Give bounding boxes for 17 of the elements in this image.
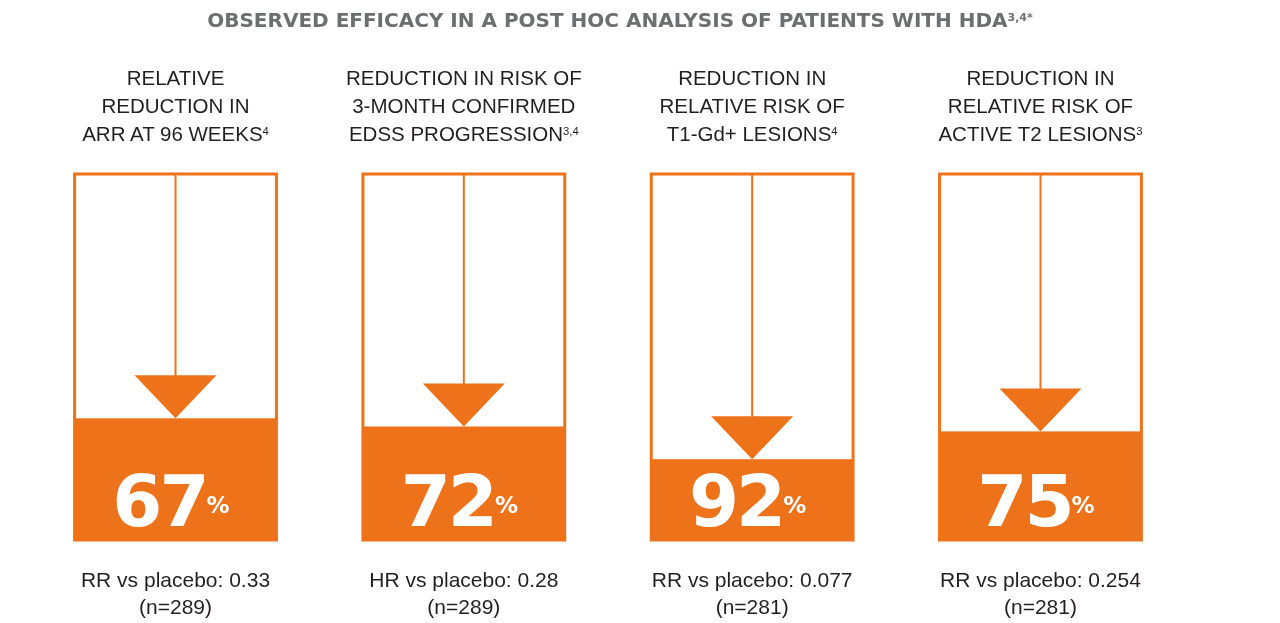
text: (n=281)	[1004, 595, 1077, 618]
text: RR vs placebo: 0.33	[80, 568, 271, 591]
data-label: 67$^{%}$	[112, 459, 230, 543]
category-label: REDUCTION IN RELATIVE RISK OF ACTIVE T2 LESIONS$^{3}$	[938, 66, 1143, 145]
data-label: 75$^{%}$	[977, 459, 1095, 543]
text: (n=281)	[715, 595, 789, 618]
data-label: 92$^{%}$	[689, 459, 807, 543]
category-label: RELATIVE REDUCTION IN ARR AT 96 WEEKS$^{4}$	[82, 66, 269, 145]
text: RR vs placebo: 0.077	[651, 568, 853, 591]
text: (n=289)	[139, 595, 212, 618]
text: (n=289)	[427, 595, 501, 618]
text: RR vs placebo: 0.254	[940, 568, 1142, 591]
category-label: REDUCTION IN RISK OF 3-MONTH CONFIRMED EDSS PROGRESSION$^{3,4}$	[345, 66, 582, 145]
category-label: REDUCTION IN RELATIVE RISK OF T1-Gd+ LESIONS$^{4}$	[659, 66, 845, 145]
text: HR vs placebo: 0.28	[369, 568, 559, 591]
data-label: 72$^{%}$	[400, 459, 518, 543]
text: OBSERVED EFFICACY IN A POST HOC ANALYSIS OF PATIENTS WITH HDA$^{3,4*}$	[207, 8, 1034, 32]
